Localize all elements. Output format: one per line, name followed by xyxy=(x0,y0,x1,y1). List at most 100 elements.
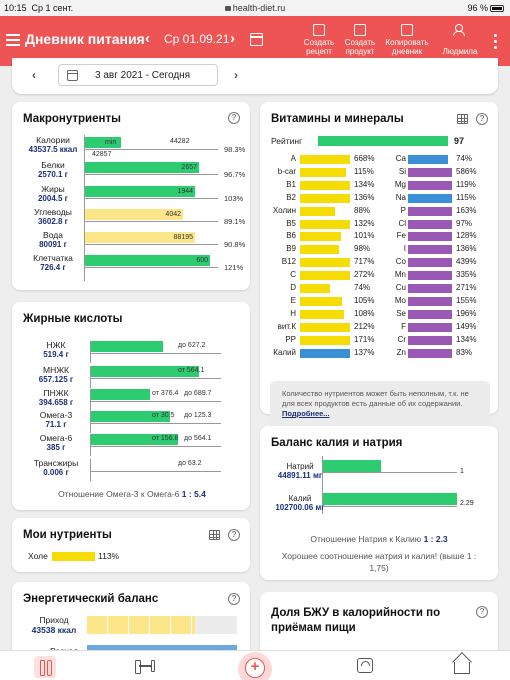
product-icon xyxy=(354,24,366,36)
sodium-num: 1 xyxy=(460,468,464,475)
more-options-icon[interactable] xyxy=(494,34,498,50)
ref-line xyxy=(84,244,218,245)
omega-ratio: Отношение Омега-3 к Омега-6 1 : 5.4 xyxy=(58,489,206,499)
macro-bar: 88195 xyxy=(85,232,195,243)
nutrient-pct: 439% xyxy=(456,257,477,266)
copy-diary-button[interactable]: Копировать дневник xyxy=(384,24,430,56)
nutrient-label: Fe xyxy=(396,231,406,240)
max-limit: от 564.1 xyxy=(178,367,205,374)
max-limit: до 63.2 xyxy=(178,460,202,467)
help-icon[interactable]: ? xyxy=(228,529,240,541)
nutrient-bar xyxy=(408,336,452,345)
macro-bar: 1944 xyxy=(85,186,195,197)
more-link[interactable]: Подробнее... xyxy=(282,409,330,418)
max-limit: до 125.3 xyxy=(184,412,212,419)
nutrient-bar xyxy=(300,284,330,293)
max-limit: до 564.1 xyxy=(184,435,212,442)
target-value: 44282 xyxy=(170,138,190,145)
status-bar: 10:15 Ср 1 сент. health-diet.ru 96 % xyxy=(0,0,510,16)
nutrient-label: A xyxy=(290,154,296,163)
activity-tab-icon[interactable] xyxy=(135,660,155,674)
ref-line xyxy=(91,401,221,402)
nutrient-label: H xyxy=(290,309,296,318)
plus-icon: + xyxy=(245,658,265,678)
diary-tab-icon[interactable] xyxy=(34,656,56,678)
prev-day-button[interactable]: ‹ xyxy=(145,30,150,47)
user-icon xyxy=(453,24,467,36)
macro-label: Калории 43537.5 ккал xyxy=(28,135,78,155)
nutrient-bar xyxy=(300,271,350,280)
macro-bar: min xyxy=(85,137,121,148)
nutrient-label: Mg xyxy=(394,180,406,189)
fatty-acid-bar xyxy=(91,411,170,422)
macro-row: Белки 2570.1 г 2657 96.7% xyxy=(12,160,252,190)
help-icon[interactable]: ? xyxy=(228,112,240,124)
weight-tab-icon[interactable] xyxy=(357,658,373,673)
add-button[interactable]: + xyxy=(238,652,272,680)
nutrient-label: Калий xyxy=(273,348,296,357)
nutrient-bar xyxy=(300,168,346,177)
nutrient-label: Mn xyxy=(394,270,406,279)
fatty-acid-bar xyxy=(91,366,199,377)
help-icon[interactable]: ? xyxy=(476,113,488,125)
nutrient-pct: 83% xyxy=(456,348,473,357)
nutrient-pct: 101% xyxy=(354,231,375,240)
macro-row: Жиры 2004.5 г 1944 103% xyxy=(12,184,252,214)
user-profile-button[interactable]: Людмила xyxy=(437,24,483,56)
calendar-icon[interactable] xyxy=(250,33,263,46)
fatty-acid-label: ПНЖК 394.658 г xyxy=(38,388,74,408)
macronutrients-card: Макронутриенты ? Калории 43537.5 ккал min 4… xyxy=(12,102,250,290)
macro-label: Вода 80091 г xyxy=(39,230,67,250)
create-product-button[interactable]: Создать продукт xyxy=(337,24,383,56)
create-recipe-button[interactable]: Создать рецепт xyxy=(296,24,342,56)
ref-line xyxy=(91,471,221,472)
date-range-picker[interactable]: 3 авг 2021 - Сегодня xyxy=(58,64,218,86)
min-limit: от 376.4 xyxy=(152,390,179,397)
nutrient-pct: 149% xyxy=(456,322,477,331)
nutrient-label: B2 xyxy=(286,193,296,202)
help-icon[interactable]: ? xyxy=(476,606,488,618)
nutrient-pct: 668% xyxy=(354,154,375,163)
help-icon[interactable]: ? xyxy=(228,593,240,605)
ref-line xyxy=(84,198,218,199)
energy-balance-card: Энергетический баланс ? Приход 43538 ккал… xyxy=(12,582,250,662)
sodium-potassium-ratio: Отношение Натрия к Калию 1 : 2.3 xyxy=(310,534,448,544)
table-icon[interactable] xyxy=(457,114,468,124)
nutrient-pct: 74% xyxy=(456,154,473,163)
home-tab-icon[interactable] xyxy=(454,662,470,674)
menu-icon[interactable] xyxy=(6,34,20,46)
macro-row: Клетчатка 726.4 г 600 121% xyxy=(12,253,252,283)
vitamins-title: Витамины и минералы xyxy=(271,113,404,125)
bar-value: 1944 xyxy=(177,188,193,195)
next-day-button[interactable]: › xyxy=(230,30,235,47)
fatty-acid-row: Омега-6 385 г от 156.8 до 564.1 xyxy=(12,434,252,458)
nutrient-pct: 134% xyxy=(456,335,477,344)
url-label[interactable]: health-diet.ru xyxy=(0,3,510,13)
nutrient-label: Co xyxy=(395,257,406,266)
nutrient-bar xyxy=(408,232,452,241)
min-limit: от 156.8 xyxy=(152,435,179,442)
battery-icon xyxy=(490,5,504,12)
macronutrients-title: Макронутриенты xyxy=(23,113,121,125)
bar-value: 2657 xyxy=(181,164,197,171)
range-next-button[interactable]: › xyxy=(234,68,238,82)
ref-line xyxy=(84,149,218,150)
table-icon[interactable] xyxy=(209,530,220,540)
nutrient-label: Si xyxy=(398,167,406,176)
nutrient-bar xyxy=(300,258,350,267)
nutrient-bar xyxy=(300,323,350,332)
date-range-label: 3 авг 2021 - Сегодня xyxy=(95,70,191,81)
copy-icon xyxy=(401,24,413,36)
nutrient-pct: 97% xyxy=(456,219,473,228)
macro-row: Калории 43537.5 ккал min 44282 42857 98.3% xyxy=(12,135,252,165)
axis-line xyxy=(90,389,91,411)
current-date[interactable]: Ср 01.09.21 xyxy=(164,32,230,46)
ref-line xyxy=(91,423,221,424)
nutrient-pct: 272% xyxy=(354,270,375,279)
recipe-icon xyxy=(313,24,325,36)
axis-line xyxy=(90,434,91,456)
nutrient-label: B9 xyxy=(286,244,296,253)
range-prev-button[interactable]: ‹ xyxy=(32,68,36,82)
min-limit: от 30.5 xyxy=(152,412,175,419)
nutrient-bar xyxy=(408,181,452,190)
